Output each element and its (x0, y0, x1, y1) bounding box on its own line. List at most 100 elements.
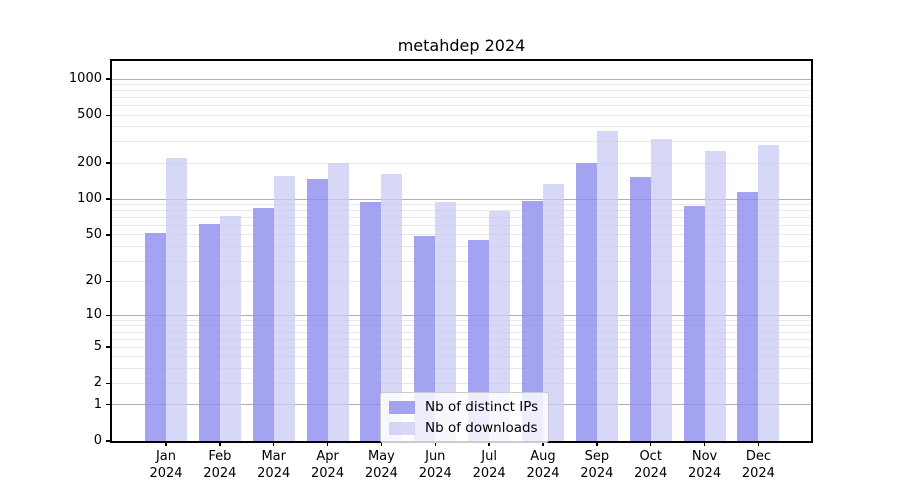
minor-gridline (112, 338, 811, 340)
x-tick-mark (219, 442, 221, 446)
bar-jun-distinct-ips (414, 236, 436, 441)
minor-gridline (112, 319, 811, 321)
bar-apr-downloads (327, 163, 349, 441)
x-tick-mark (757, 442, 760, 446)
bar-mar-distinct-ips (252, 207, 274, 441)
minor-gridline (112, 141, 811, 143)
y-tick-mark (106, 162, 111, 164)
plot-area (112, 61, 811, 441)
bar-feb-downloads (219, 216, 241, 441)
bar-sep-distinct-ips (575, 163, 597, 441)
bar-apr-distinct-ips (306, 179, 328, 441)
y-tick-mark (106, 114, 111, 117)
x-tick-label-feb: Feb 2024 (203, 449, 237, 481)
y-tick-label: 1 (93, 396, 102, 412)
legend: Nb of distinct IPs Nb of downloads (380, 392, 550, 443)
bar-jun-downloads (435, 202, 457, 441)
minor-gridline (112, 84, 811, 85)
x-tick-label-jan: Jan 2024 (149, 449, 183, 481)
x-tick-label-nov: Nov 2024 (688, 449, 722, 481)
y-tick-label: 1000 (68, 71, 102, 86)
minor-gridline (112, 126, 811, 128)
minor-gridline (112, 325, 811, 327)
x-tick-label-may: May 2024 (364, 449, 398, 481)
x-tick-mark (434, 442, 437, 446)
bar-nov-distinct-ips (683, 205, 705, 441)
y-tick-mark (106, 314, 111, 317)
minor-gridline (112, 331, 811, 333)
y-tick-label: 0 (93, 433, 102, 448)
minor-gridline (112, 356, 811, 358)
legend-swatch-downloads (389, 421, 415, 435)
y-tick-label: 100 (77, 191, 102, 207)
y-tick-label: 20 (85, 273, 102, 289)
y-tick-label: 50 (85, 226, 102, 242)
legend-label-distinct-ips: Nb of distinct IPs (425, 399, 539, 415)
minor-gridline (112, 260, 811, 262)
x-tick-mark (165, 442, 167, 446)
bar-jan-downloads (166, 158, 187, 441)
legend-item-downloads: Nb of downloads (389, 420, 538, 436)
x-tick-mark (649, 442, 652, 446)
x-tick-label-oct: Oct 2024 (634, 449, 668, 481)
bar-jul-downloads (489, 211, 511, 441)
x-tick-mark (326, 442, 329, 446)
minor-gridline (112, 97, 811, 99)
minor-gridline (112, 90, 811, 92)
minor-gridline (112, 234, 811, 236)
y-tick-mark (106, 346, 111, 348)
bar-oct-downloads (650, 139, 672, 441)
major-gridline (112, 314, 811, 316)
y-tick-label: 10 (85, 307, 102, 323)
bar-sep-downloads (596, 131, 618, 441)
bar-dec-distinct-ips (737, 191, 759, 441)
y-tick-label: 2 (93, 375, 102, 391)
x-tick-label-jun: Jun 2024 (418, 449, 452, 481)
minor-gridline (112, 114, 811, 116)
minor-gridline (112, 245, 811, 247)
x-tick-label-apr: Apr 2024 (311, 449, 345, 481)
x-tick-label-dec: Dec 2024 (741, 449, 775, 481)
x-tick-label-jul: Jul 2024 (472, 449, 506, 481)
bar-jul-distinct-ips (468, 240, 490, 441)
minor-gridline (112, 204, 811, 206)
y-tick-mark (106, 403, 111, 406)
y-tick-label: 500 (77, 107, 102, 123)
bar-may-downloads (381, 173, 403, 441)
bar-may-distinct-ips (360, 201, 382, 441)
minor-gridline (112, 280, 811, 282)
x-tick-mark (488, 442, 490, 446)
x-tick-mark (703, 442, 706, 446)
x-tick-mark (542, 442, 544, 446)
bar-mar-downloads (273, 176, 295, 441)
y-tick-mark (106, 198, 111, 200)
bar-aug-distinct-ips (521, 200, 543, 441)
minor-gridline (112, 217, 811, 219)
y-tick-mark (106, 280, 111, 283)
bar-aug-downloads (542, 183, 564, 441)
x-tick-mark (272, 442, 275, 446)
x-tick-mark (380, 442, 383, 446)
bar-oct-distinct-ips (629, 177, 651, 441)
x-tick-label-mar: Mar 2024 (257, 449, 291, 481)
minor-gridline (112, 346, 811, 348)
minor-gridline (112, 382, 811, 384)
minor-gridline (112, 105, 811, 107)
major-gridline (112, 78, 811, 80)
legend-swatch-distinct-ips (389, 400, 415, 414)
minor-gridline (112, 367, 811, 369)
x-tick-mark (596, 442, 598, 446)
y-tick-label: 5 (93, 339, 102, 355)
y-tick-mark (106, 78, 111, 80)
major-gridline (112, 198, 811, 200)
legend-item-distinct-ips: Nb of distinct IPs (389, 399, 538, 415)
y-tick-mark (106, 382, 111, 385)
bar-nov-downloads (704, 151, 726, 441)
legend-label-downloads: Nb of downloads (425, 420, 538, 436)
bar-jan-distinct-ips (145, 232, 166, 441)
bar-feb-distinct-ips (198, 223, 220, 441)
chart-title: metahdep 2024 (397, 36, 526, 55)
x-tick-label-sep: Sep 2024 (580, 449, 614, 481)
y-tick-label: 200 (77, 155, 102, 171)
minor-gridline (112, 162, 811, 164)
